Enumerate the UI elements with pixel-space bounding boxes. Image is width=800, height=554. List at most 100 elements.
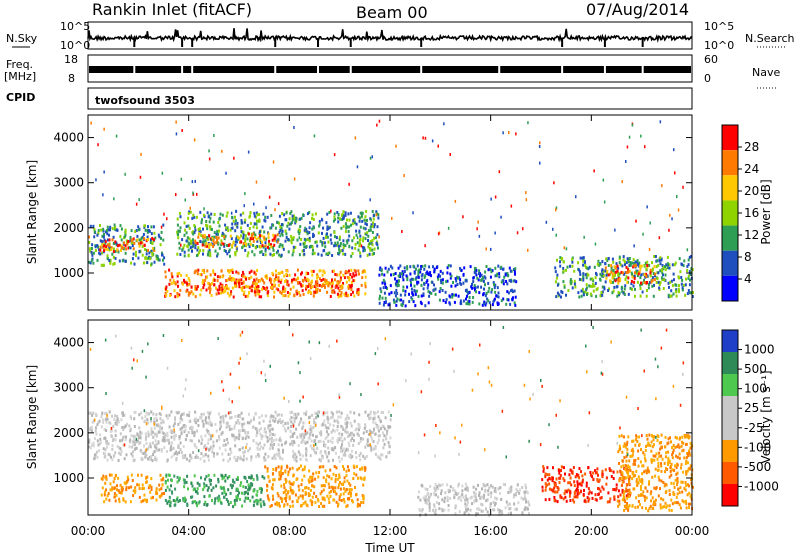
velocity-cell: [473, 491, 475, 495]
velocity-cell: [91, 420, 94, 424]
velocity-cell: [236, 487, 239, 491]
velocity-cell: [216, 496, 219, 500]
velocity-cell: [292, 423, 295, 426]
velocity-cell: [157, 424, 160, 428]
power-cell: [162, 258, 164, 262]
power-cell: [573, 269, 576, 273]
velocity-cell: [478, 508, 481, 512]
velocity-cell: [340, 457, 343, 461]
power-cell: [363, 269, 366, 272]
velocity-cell: [525, 500, 527, 504]
velocity-cell: [625, 487, 628, 491]
velocity-cell: [488, 486, 491, 490]
nsky-gap-mark: [181, 38, 184, 47]
power-cell: [213, 278, 216, 282]
power-cell: [258, 219, 261, 223]
velocity-cell: [351, 431, 354, 435]
power-cell: [150, 249, 153, 253]
velocity-cell: [295, 459, 298, 463]
power-cell: [350, 223, 352, 227]
velocity-cell: [418, 508, 421, 512]
power-cell: [646, 274, 649, 278]
power-cell: [222, 290, 225, 294]
power-cell: [608, 287, 610, 291]
velocity-cell: [222, 443, 225, 447]
velocity-cell: [544, 475, 547, 479]
velocity-cell: [100, 425, 103, 429]
velocity-cell: [653, 486, 656, 490]
power-cell: [223, 244, 226, 248]
velocity-cell: [176, 496, 179, 500]
velocity-cell: [235, 458, 238, 462]
power-cell: [666, 255, 669, 259]
velocity-cell: [433, 492, 436, 495]
power-cell: [624, 278, 627, 281]
power-cell: [437, 273, 440, 277]
velocity-cell: [287, 426, 290, 430]
velocity-cell: [155, 443, 158, 447]
velocity-cell: [291, 435, 294, 438]
velocity-cell: [307, 478, 310, 482]
velocity-cell: [204, 434, 207, 438]
velocity-cell: [243, 428, 246, 432]
velocity-cell: [243, 422, 246, 426]
power-cell: [212, 279, 215, 283]
velocity-cell: [352, 433, 355, 437]
power-cell: [260, 245, 262, 249]
velocity-cell: [196, 429, 199, 433]
power-cell: [253, 253, 256, 257]
velocity-cell: [627, 492, 630, 496]
velocity-cell: [583, 499, 586, 503]
velocity-cell: [366, 438, 369, 442]
velocity-cell: [336, 428, 339, 432]
nave-top-tick: 60: [704, 53, 718, 66]
velocity-cell: [186, 504, 189, 507]
velocity-cell: [278, 504, 281, 508]
power-cell: [494, 290, 497, 294]
power-cell: [302, 242, 305, 246]
velocity-cell: [110, 434, 113, 438]
velocity-cell: [457, 484, 460, 488]
velocity-cell: [364, 445, 367, 449]
velocity-cell: [242, 458, 245, 462]
velocity-cell: [252, 418, 255, 421]
velocity-cell: [183, 485, 186, 489]
velocity-cell: [144, 432, 147, 436]
power-cell: [466, 302, 469, 306]
power-cell: [212, 269, 215, 273]
velocity-cell: [335, 451, 337, 455]
velocity-cell: [230, 427, 233, 431]
power-cell: [163, 256, 166, 260]
power-cell: [291, 253, 294, 257]
velocity-cell: [147, 457, 149, 461]
velocity-cell: [155, 489, 158, 493]
velocity-cell: [256, 489, 259, 493]
velocity-cell: [573, 480, 576, 484]
power-cell: [323, 278, 326, 282]
velocity-cell: [279, 436, 282, 440]
power-cell: [249, 237, 252, 241]
velocity-cell: [258, 421, 261, 425]
power-cell: [565, 293, 567, 297]
power-cell: [263, 236, 266, 240]
power-cell: [412, 300, 415, 304]
velocity-cell: [575, 473, 578, 477]
power-colorbar-tick-label: 20: [744, 184, 759, 198]
velocity-cell: [345, 474, 348, 478]
power-cell: [678, 276, 681, 280]
velocity-cell: [326, 474, 329, 478]
velocity-cell: [379, 457, 382, 461]
power-cell: [256, 288, 259, 292]
power-cell: [433, 267, 436, 271]
velocity-cell: [336, 424, 339, 428]
velocity-cell: [235, 498, 238, 502]
power-cell: [257, 236, 260, 240]
velocity-cell: [254, 412, 257, 416]
velocity-cell: [578, 491, 581, 495]
velocity-cell: [232, 505, 235, 509]
power-cell: [686, 264, 689, 268]
velocity-cell: [138, 483, 141, 487]
velocity-cell: [516, 490, 519, 493]
velocity-cell: [528, 511, 530, 515]
power-cell: [350, 268, 353, 272]
